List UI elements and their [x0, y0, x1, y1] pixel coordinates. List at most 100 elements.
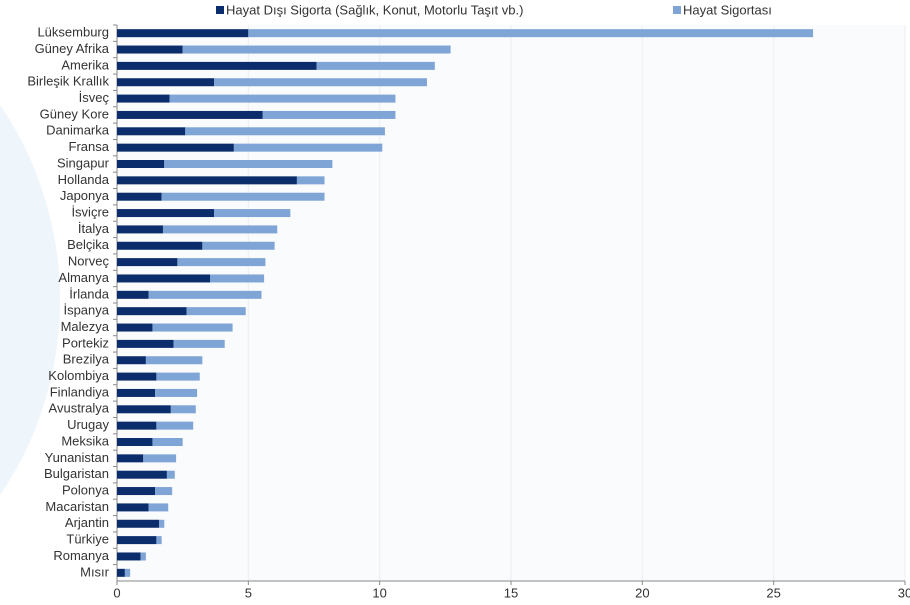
y-tick-label: Danimarka — [46, 123, 110, 138]
bar-segment — [117, 356, 146, 365]
y-tick-label: Güney Kore — [40, 106, 109, 121]
y-tick-label: Finlandiya — [50, 384, 110, 399]
bar-segment — [117, 94, 170, 103]
bar-segment — [185, 127, 385, 136]
legend-label: Hayat Sigortası — [683, 2, 772, 17]
bar-segment — [145, 356, 203, 365]
bar-segment — [117, 258, 178, 267]
bar-segment — [117, 323, 153, 332]
bar-segment — [117, 127, 186, 136]
bar-segment — [117, 225, 163, 234]
bar-segment — [233, 143, 383, 152]
bar-segment — [117, 110, 263, 119]
y-tick-label: Singapur — [57, 155, 110, 170]
bar-segment — [214, 209, 291, 218]
bar-segment — [117, 519, 160, 528]
y-tick-label: Brezilya — [63, 352, 110, 367]
bar-segment — [117, 160, 165, 168]
bar-segment — [152, 323, 233, 332]
background-decor — [0, 105, 60, 495]
y-tick-label: Kolombiya — [48, 368, 109, 383]
y-tick-label: Malezya — [61, 319, 110, 334]
y-tick-label: Amerika — [61, 57, 109, 72]
bar-segment — [117, 61, 317, 70]
bar-segment — [117, 209, 215, 218]
y-tick-label: Bulgaristan — [44, 466, 109, 481]
y-tick-label: Belçika — [67, 237, 110, 252]
bar-segment — [186, 307, 246, 316]
y-tick-label: Japonya — [60, 188, 110, 203]
x-tick-label: 15 — [504, 585, 518, 600]
y-tick-label: Fransa — [69, 139, 110, 154]
y-tick-label: Avustralya — [49, 401, 110, 416]
y-tick-label: Mısır — [80, 564, 110, 579]
bar-segment — [117, 552, 141, 561]
bar-segment — [117, 421, 157, 430]
bar-segment — [161, 192, 325, 201]
bar-segment — [117, 290, 149, 299]
bar-segment — [173, 339, 225, 348]
bar-segment — [117, 192, 162, 201]
bar-segment — [148, 503, 169, 512]
bar-segment — [124, 568, 131, 577]
bar-segment — [155, 388, 198, 397]
y-tick-label: Norveç — [68, 254, 110, 269]
x-tick-label: 20 — [635, 585, 649, 600]
bar-segment — [152, 438, 183, 446]
bar-segment — [117, 536, 157, 545]
y-tick-label: Lüksemburg — [37, 25, 109, 40]
bar-segment — [117, 503, 149, 512]
bar-segment — [210, 274, 265, 283]
bar-segment — [296, 176, 325, 185]
y-tick-label: Polonya — [62, 482, 110, 497]
bar-segment — [148, 290, 262, 299]
bar-segment — [117, 372, 157, 381]
bar-segment — [177, 258, 266, 267]
bar-segment — [170, 405, 196, 414]
x-tick-label: 5 — [245, 585, 252, 600]
y-tick-label: İrlanda — [69, 286, 110, 301]
y-tick-label: Urugay — [67, 417, 109, 432]
y-tick-label: Romanya — [53, 548, 109, 563]
bar-segment — [182, 45, 451, 54]
bar-segment — [117, 176, 297, 185]
bar-segment — [156, 372, 200, 381]
bar-segment — [117, 568, 125, 577]
x-tick-label: 25 — [766, 585, 780, 600]
bar-segment — [117, 470, 167, 479]
bar-segment — [140, 552, 146, 561]
bar-segment — [117, 405, 171, 414]
y-tick-label: Almanya — [58, 270, 109, 285]
y-tick-label: Macaristan — [45, 499, 109, 514]
bar-segment — [117, 241, 203, 250]
bar-segment — [117, 388, 156, 397]
bar-segment — [143, 454, 177, 463]
bar-segment — [117, 487, 156, 496]
bar-segment — [214, 78, 427, 87]
y-tick-label: Türkiye — [66, 532, 109, 547]
bar-segment — [117, 29, 249, 38]
bar-segment — [117, 143, 234, 152]
legend-label: Hayat Dışı Sigorta (Sağlık, Konut, Motor… — [226, 2, 523, 17]
bar-segment — [202, 241, 275, 250]
x-tick-label: 30 — [898, 585, 910, 600]
bar-segment — [117, 274, 211, 283]
x-tick-label: 0 — [113, 585, 120, 600]
y-tick-label: Arjantin — [65, 515, 109, 530]
y-tick-label: Yunanistan — [45, 450, 109, 465]
bar-segment — [117, 438, 153, 446]
y-tick-label: Birleşik Krallık — [27, 74, 109, 89]
y-tick-label: Meksika — [61, 433, 109, 448]
bar-segment — [166, 470, 175, 479]
bar-segment — [155, 487, 173, 496]
bar-segment — [262, 110, 396, 119]
x-tick-label: 10 — [372, 585, 386, 600]
bar-segment — [156, 421, 194, 430]
y-tick-label: İsviçre — [71, 204, 109, 219]
bar-segment — [117, 454, 144, 463]
bar-segment — [117, 339, 174, 348]
y-tick-label: Güney Afrika — [35, 41, 110, 56]
y-tick-label: İsveç — [79, 90, 110, 105]
bar-segment — [169, 94, 396, 103]
